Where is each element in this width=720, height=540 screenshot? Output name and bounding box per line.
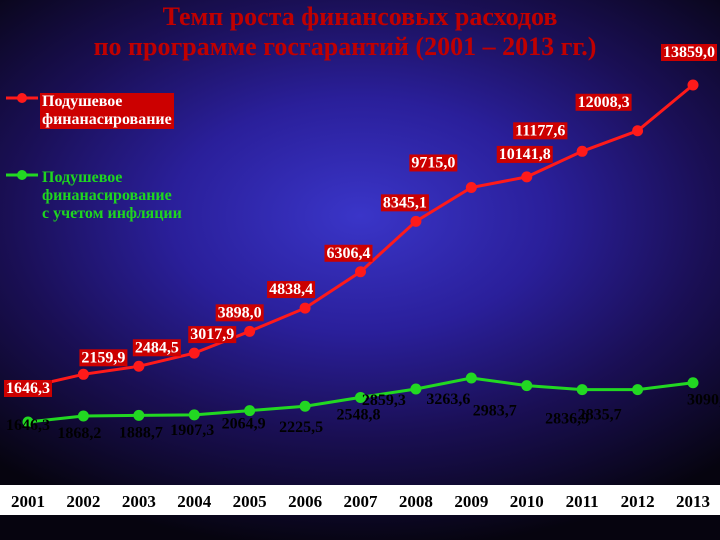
series-green-point-2004	[188, 409, 200, 421]
series-red-value-label-2005: 3898,0	[218, 304, 262, 321]
x-tick-label-2013: 2013	[676, 492, 710, 511]
series-green-point-2011	[576, 384, 588, 396]
x-tick-label-2002: 2002	[66, 492, 100, 511]
series-red-value-label-2012: 12008,3	[578, 94, 630, 111]
series-green-point-2012	[632, 384, 644, 396]
series-red-value-label-2007: 6306,4	[327, 245, 371, 262]
series-green-value-label-2007: 2548,8	[337, 406, 381, 423]
legend-red-swatch	[6, 93, 38, 103]
series-red-point-2009	[465, 181, 477, 193]
series-red-value-label-2013: 13859,0	[663, 44, 715, 61]
series-red-point-2010	[521, 171, 533, 183]
chart-title-line1: Темп роста финансовых расходов	[162, 2, 558, 31]
chart-title-line2: по программе госгарантий (2001 – 2013 гг…	[93, 32, 597, 61]
series-green-value-label-2006: 2225,5	[279, 419, 323, 436]
series-green-value-label-2012: 2835,7	[578, 407, 622, 424]
series-green-point-2006	[299, 400, 311, 412]
series-red-value-label-bg-2007	[324, 244, 373, 262]
legend-green-swatch	[6, 170, 38, 180]
series-red-line	[27, 83, 694, 389]
legend-green-label-line1: Подушевое	[42, 169, 123, 186]
x-tick-label-2010: 2010	[510, 492, 544, 511]
series-green-point-2009	[465, 372, 477, 384]
series-red-point-2011	[576, 145, 588, 157]
x-tick-label-2001: 2001	[11, 492, 45, 511]
series-green-point-2001	[22, 416, 34, 428]
series-red-value-label-2008: 8345,1	[383, 194, 427, 211]
x-tick-label-2004: 2004	[177, 492, 212, 511]
series-green-value-label-2004: 1907,3	[170, 422, 214, 439]
series-red-value-label-bg-2006	[267, 281, 316, 299]
series-green-point-2005	[244, 405, 256, 417]
x-tick-label-2006: 2006	[288, 492, 322, 511]
series-red-value-label-2004: 3017,9	[190, 326, 234, 343]
series-red-point-2013	[687, 79, 699, 91]
x-tick-label-2011: 2011	[566, 492, 599, 511]
x-tick-label-2012: 2012	[621, 492, 655, 511]
chart-title: Темп роста финансовых расходов по програ…	[0, 2, 720, 62]
legend-green-label-line3: с учетом инфляции	[42, 205, 182, 222]
series-green-value-label-2009: 3263,6	[426, 391, 470, 408]
series-green-value-label-2011: 2836,9	[545, 411, 589, 428]
series-green-value-label-2013: 3090,6	[687, 392, 720, 409]
series-red-value-label-2002: 2159,9	[81, 349, 125, 366]
series-red-point-2003	[133, 360, 145, 372]
legend-green-label: Подушевое финанасирование с учетом инфля…	[42, 169, 182, 223]
legend-red-marker	[17, 93, 27, 103]
series-red-point-2005	[244, 325, 256, 337]
series-red-value-label-2009: 9715,0	[411, 154, 455, 171]
x-tick-label-2005: 2005	[233, 492, 267, 511]
series-red-value-label-2003: 2484,5	[135, 339, 179, 356]
series-red-value-label-bg-2012	[575, 93, 632, 111]
series-red-value-label-bg-2013	[661, 44, 717, 61]
series-red-value-label-bg-2001	[4, 380, 52, 397]
series-green-value-label-2010: 2983,7	[473, 403, 517, 420]
series-red-point-2004	[188, 347, 200, 359]
series-red-value-label-2011: 11177,6	[515, 122, 565, 139]
series-green-value-label-2005: 2064,9	[222, 416, 266, 433]
data-labels: 1646,3 2159,9 2484,5 3017,9 3898,0 4838,4 6306…	[4, 44, 720, 442]
x-tick-label-2009: 2009	[454, 492, 488, 511]
series-green-point-2003	[133, 409, 145, 421]
series-red-value-label-bg-2010	[496, 145, 553, 163]
legend-green-label-line2: финанасирование	[42, 187, 172, 204]
x-axis-ticks: 2001 2002 2003 2004 2005 2006 2007 2008 2009 2010…	[11, 492, 710, 511]
series-red-point-2008	[410, 215, 422, 227]
x-tick-label-2003: 2003	[122, 492, 156, 511]
series-green-point-2013	[687, 377, 699, 389]
series-green-point-2002	[77, 410, 89, 422]
series-red-value-label-2006: 4838,4	[269, 281, 313, 298]
legend-red-label-line2: финанасирование	[42, 111, 172, 128]
series-red-point-2007	[355, 266, 366, 278]
series-green-value-label-2003: 1888,7	[119, 424, 163, 441]
series-red-value-label-bg-2008	[380, 194, 429, 212]
series-red-value-label-bg-2002	[79, 349, 128, 367]
series-green-value-label-2008: 2859,3	[362, 392, 406, 409]
series-red-point-2012	[632, 125, 644, 137]
series-red-point-2006	[299, 302, 311, 314]
series-red-value-label-2001: 1646,3	[6, 380, 50, 397]
series-red-value-label-bg-2003	[132, 339, 181, 357]
series-red-point-2002	[77, 368, 89, 380]
series-green-point-2010	[521, 380, 533, 392]
legend-red-label-line1: Подушевое	[42, 93, 123, 110]
series-green-point-2008	[410, 383, 422, 395]
series-green-value-label-2001: 1646,3	[6, 417, 50, 434]
x-tick-label-2007: 2007	[344, 492, 379, 511]
series-green-point-2007	[355, 391, 366, 403]
series-red-value-label-bg-2009	[409, 154, 458, 172]
series-red-value-label-bg-2004	[188, 326, 237, 344]
legend-red-label: Подушевое финанасирование	[40, 93, 174, 129]
series-red-value-label-2010: 10141,8	[499, 146, 551, 163]
x-tick-label-2008: 2008	[399, 492, 433, 511]
legend-green-marker	[17, 170, 27, 180]
series-red-value-label-bg-2005	[215, 304, 264, 322]
x-axis-band	[0, 485, 720, 515]
series-green-value-label-2002: 1868,2	[57, 425, 101, 442]
series-red-value-label-bg-2011	[513, 122, 568, 140]
